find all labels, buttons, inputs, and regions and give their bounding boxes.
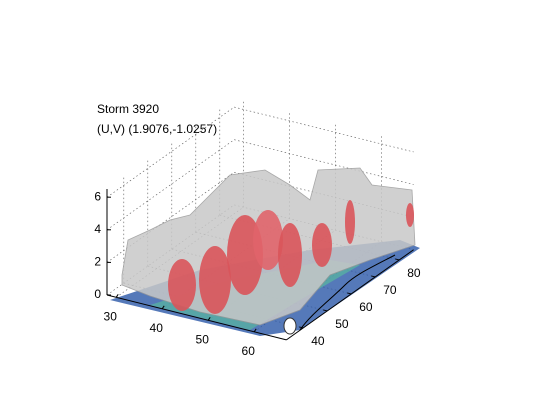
grid-line [234,106,414,153]
x-tick-label: 60 [242,344,256,358]
y-tick [347,292,352,295]
x-axis [106,294,287,341]
red-isosurface [278,223,302,287]
contour-line [299,254,396,331]
red-isosurface [345,200,355,244]
z-tick-label: 0 [94,287,101,301]
z-tick-label: 6 [94,189,101,203]
y-tick [299,326,304,329]
red-isosurface [312,223,332,267]
x-tick [161,305,165,310]
isosurfaces [110,167,420,336]
z-tick-label: 2 [94,255,101,269]
x-tick-label: 50 [196,332,210,346]
y-tick-label: 80 [407,266,421,280]
y-tick [371,275,376,278]
x-tick [253,328,257,333]
y-tick-label: 70 [383,283,397,297]
red-isosurface [406,203,414,227]
z-tick-label: 4 [94,222,101,236]
x-tick-label: 40 [150,321,164,335]
y-tick-label: 50 [335,317,349,331]
y-tick [323,309,328,312]
red-isosurface [168,259,196,311]
red-isosurface [253,210,283,270]
y-tick-label: 60 [359,300,373,314]
grid-line [234,139,414,185]
x-tick [207,317,211,321]
marker [283,317,297,335]
red-isosurface [199,246,231,314]
y-tick-label: 40 [311,334,325,348]
y-axis [286,249,414,341]
chart-title: Storm 3920 [97,102,159,116]
y-tick [395,258,400,261]
x-tick-label: 30 [104,309,118,323]
x-tick [115,294,119,298]
chart-subtitle: (U,V) (1.9076,-1.0257) [97,122,217,136]
